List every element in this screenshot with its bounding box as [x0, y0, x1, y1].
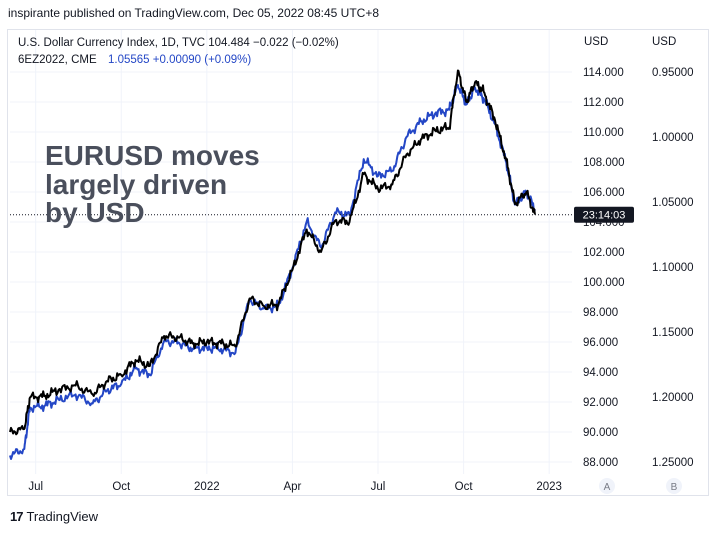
x-tick-label: Oct	[112, 481, 131, 493]
y-tick-label-usd: 92.000	[583, 397, 618, 409]
legend-line-eur-values: 1.05565 +0.00090 (+0.09%)	[108, 54, 251, 66]
scale-button-a[interactable]: A	[599, 478, 615, 494]
scale-button-b[interactable]: B	[666, 478, 682, 494]
y-tick-label-usd: 88.000	[583, 457, 618, 469]
price-axis-eur[interactable]: 0.95000 1.00000 1.05000 1.10000 1.15000 1.200…	[652, 67, 694, 469]
x-tick-label: Apr	[283, 481, 301, 493]
svg-text:23:14:03: 23:14:03	[583, 210, 626, 222]
x-tick-label: Oct	[455, 481, 474, 493]
series-dxy-line	[9, 69, 536, 436]
svg-text:A: A	[604, 482, 611, 493]
x-tick-label: 2023	[536, 481, 562, 493]
y-tick-label-usd: 100.000	[583, 277, 625, 289]
annotation-line-3: by USD	[45, 197, 145, 228]
time-axis[interactable]: Jul Oct 2022 Apr Jul Oct 2023	[28, 481, 562, 493]
footer[interactable]: 17 TradingView	[10, 509, 98, 524]
publish-header: inspirante published on TradingView.com,…	[8, 6, 380, 20]
axis-header-b: USD	[652, 36, 676, 48]
y-tick-label-usd: 108.000	[583, 157, 625, 169]
y-tick-label-usd: 110.000	[583, 127, 624, 139]
x-tick-label: 2022	[194, 481, 220, 493]
series-layer	[9, 69, 536, 460]
footer-brand: TradingView	[26, 509, 99, 524]
y-tick-label-usd: 112.000	[583, 97, 624, 109]
axis-header-a: USD	[584, 36, 608, 48]
y-tick-label-usd: 94.000	[583, 367, 618, 379]
y-tick-label-usd: 98.000	[583, 307, 618, 319]
chart-frame	[7, 29, 709, 496]
x-tick-label: Jul	[371, 481, 386, 493]
y-tick-label-eur: 1.25000	[652, 457, 694, 469]
y-tick-label-usd: 102.000	[583, 247, 625, 259]
y-tick-label-eur: 0.95000	[652, 67, 694, 79]
grid	[10, 30, 572, 474]
y-tick-label-usd: 90.000	[583, 427, 618, 439]
annotation-line-2: largely driven	[45, 169, 227, 200]
y-tick-label-usd: 106.000	[583, 187, 625, 199]
x-tick-label: Jul	[28, 481, 43, 493]
price-axis-usd[interactable]: 114.000112.000110.000108.000106.000104.0…	[583, 67, 625, 469]
countdown-badge: 23:14:03	[574, 206, 634, 223]
tradingview-logo-icon: 17	[10, 509, 24, 524]
y-tick-label-usd: 96.000	[583, 337, 618, 349]
legend-line-eur-name[interactable]: 6EZ2022, CME	[18, 54, 97, 66]
y-tick-label-eur: 1.20000	[652, 392, 694, 404]
chart[interactable]: U.S. Dollar Currency Index, 1D, TVC 104.…	[0, 0, 716, 500]
y-tick-label-eur: 1.10000	[652, 262, 694, 274]
y-tick-label-eur: 1.15000	[652, 327, 694, 339]
y-tick-label-eur: 1.00000	[652, 132, 694, 144]
svg-text:B: B	[671, 482, 678, 493]
legend-line-dxy[interactable]: U.S. Dollar Currency Index, 1D, TVC 104.…	[18, 37, 339, 49]
annotation-line-1: EURUSD moves	[45, 140, 260, 171]
y-tick-label-usd: 114.000	[583, 67, 624, 79]
y-tick-label-eur: 1.05000	[652, 197, 694, 209]
